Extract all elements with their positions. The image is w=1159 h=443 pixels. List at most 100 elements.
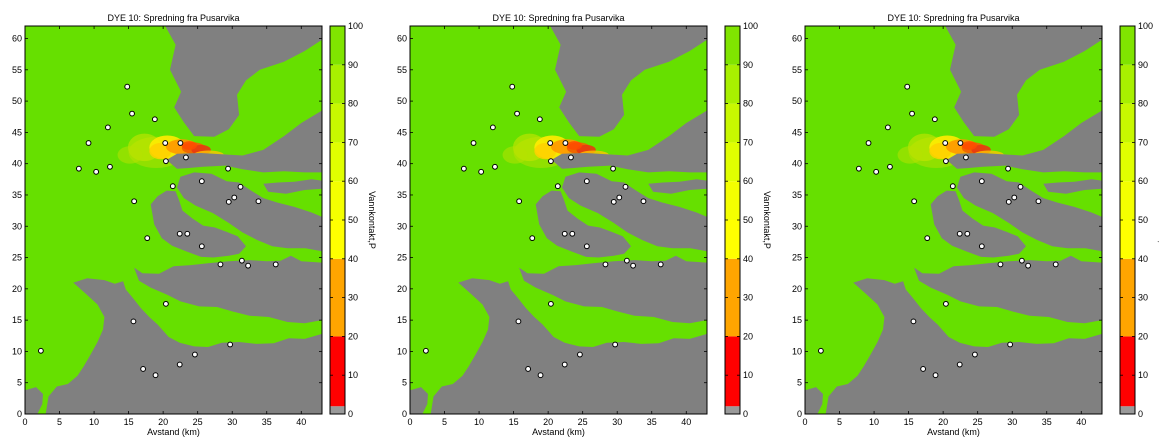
land-2 — [166, 110, 322, 173]
station-marker-11 — [855, 165, 862, 172]
station-marker-31 — [817, 347, 824, 354]
y-tick-label: 40 — [792, 159, 802, 169]
plume-blob-5 — [929, 143, 952, 160]
station-marker-19 — [255, 198, 262, 205]
land-2 — [946, 110, 1102, 173]
station-marker-18 — [225, 198, 232, 205]
station-marker-32 — [1007, 341, 1014, 348]
x-tick-label: 20 — [938, 417, 948, 427]
station-marker-30 — [130, 318, 137, 325]
colorbar-tick-label: 70 — [743, 137, 753, 147]
land-7 — [825, 278, 1102, 414]
station-marker-18 — [1005, 198, 1012, 205]
station-marker-8 — [183, 154, 189, 161]
x-tick-label: 30 — [612, 417, 622, 427]
land-5 — [150, 190, 246, 258]
x-tick-label: 40 — [296, 417, 306, 427]
station-marker-3 — [151, 116, 158, 123]
colorbar-band-3 — [1120, 258, 1135, 337]
y-tick-label: 55 — [397, 65, 407, 75]
station-marker-35 — [140, 366, 147, 372]
land-1 — [165, 26, 322, 137]
y-tick-label: 20 — [397, 284, 407, 294]
station-marker-34 — [956, 361, 963, 368]
colorbar-tick-label: 60 — [743, 176, 753, 186]
station-marker-9 — [548, 158, 554, 165]
station-marker-22 — [561, 230, 568, 237]
x-tick-label: 10 — [89, 417, 99, 427]
colorbar: 0 10 20 30 40 50 60 70 80 90 100 Vannkontakt,P — [329, 21, 377, 419]
colorbar-band-3 — [330, 258, 345, 337]
station-marker-5 — [85, 140, 92, 146]
station-marker-22 — [956, 230, 963, 237]
x-tick-label: 5 — [442, 417, 447, 427]
colorbar-tick-label: 90 — [1138, 60, 1148, 70]
land-9 — [593, 353, 707, 368]
station-marker-6 — [942, 140, 949, 146]
y-tick-label: 40 — [397, 159, 407, 169]
x-tick-label: 35 — [1042, 417, 1052, 427]
x-tick-label: 35 — [262, 417, 272, 427]
colorbar-tick-label: 30 — [743, 293, 753, 303]
land-3 — [263, 179, 322, 194]
station-marker-7 — [562, 140, 569, 146]
x-tick-label: 30 — [1007, 417, 1017, 427]
x-tick-label: 5 — [57, 417, 62, 427]
y-tick-label: 45 — [397, 127, 407, 137]
colorbar-tick-label: 0 — [348, 409, 353, 419]
colorbar-band-1 — [330, 406, 345, 414]
y-tick-label: 60 — [12, 34, 22, 44]
station-marker-11 — [75, 165, 82, 172]
x-tick-label: 0 — [802, 417, 807, 427]
station-marker-4 — [489, 124, 496, 131]
station-marker-1 — [509, 83, 516, 90]
land-4 — [177, 172, 322, 252]
colorbar-band-9 — [725, 26, 740, 65]
station-marker-23 — [184, 230, 191, 237]
map-field — [410, 26, 707, 414]
chart-title: DYE 10: Spredning fra Pusarvika — [107, 13, 239, 23]
x-tick-label: 35 — [647, 417, 657, 427]
station-marker-23 — [569, 230, 576, 237]
station-marker-26 — [238, 257, 245, 264]
station-marker-29 — [163, 300, 169, 307]
y-tick-label: 55 — [792, 65, 802, 75]
colorbar-label: Vannkontakt,P — [762, 191, 772, 249]
map-panel-3: 0 5 10 15 20 25 30 35 40 0 5 10 15 20 25 30 35 40 45 50 55 60… — [792, 13, 1159, 437]
y-tick-label: 0 — [17, 409, 22, 419]
colorbar-tick-label: 70 — [1138, 137, 1148, 147]
colorbar-label: Vannkontakt,P — [367, 191, 377, 249]
station-marker-5 — [470, 140, 477, 146]
y-tick-label: 10 — [792, 346, 802, 356]
station-marker-24 — [583, 243, 590, 250]
station-marker-12 — [873, 168, 880, 175]
station-marker-12 — [478, 168, 485, 175]
y-tick-label: 30 — [792, 221, 802, 231]
station-marker-16 — [622, 183, 629, 190]
x-tick-label: 10 — [474, 417, 484, 427]
station-marker-2 — [514, 110, 520, 117]
colorbar-band-1 — [725, 406, 740, 414]
land-7 — [430, 278, 707, 414]
land-4 — [562, 172, 707, 252]
station-marker-36 — [932, 372, 939, 379]
station-marker-21 — [924, 235, 931, 242]
station-marker-25 — [997, 261, 1004, 268]
land-8 — [410, 387, 428, 414]
x-tick-label: 15 — [904, 417, 914, 427]
x-tick-label: 10 — [869, 417, 879, 427]
y-tick-label: 60 — [397, 34, 407, 44]
station-marker-31 — [422, 347, 429, 354]
station-marker-6 — [547, 140, 554, 146]
y-tick-label: 20 — [12, 284, 22, 294]
colorbar-tick-label: 80 — [348, 99, 358, 109]
y-tick-label: 50 — [792, 96, 802, 106]
colorbar-band-7 — [330, 103, 345, 143]
station-marker-7 — [957, 140, 964, 146]
colorbar-tick-label: 10 — [743, 370, 753, 380]
station-marker-31 — [37, 347, 44, 354]
colorbar-tick-label: 20 — [743, 331, 753, 341]
y-tick-label: 50 — [12, 96, 22, 106]
station-marker-13 — [610, 165, 616, 172]
